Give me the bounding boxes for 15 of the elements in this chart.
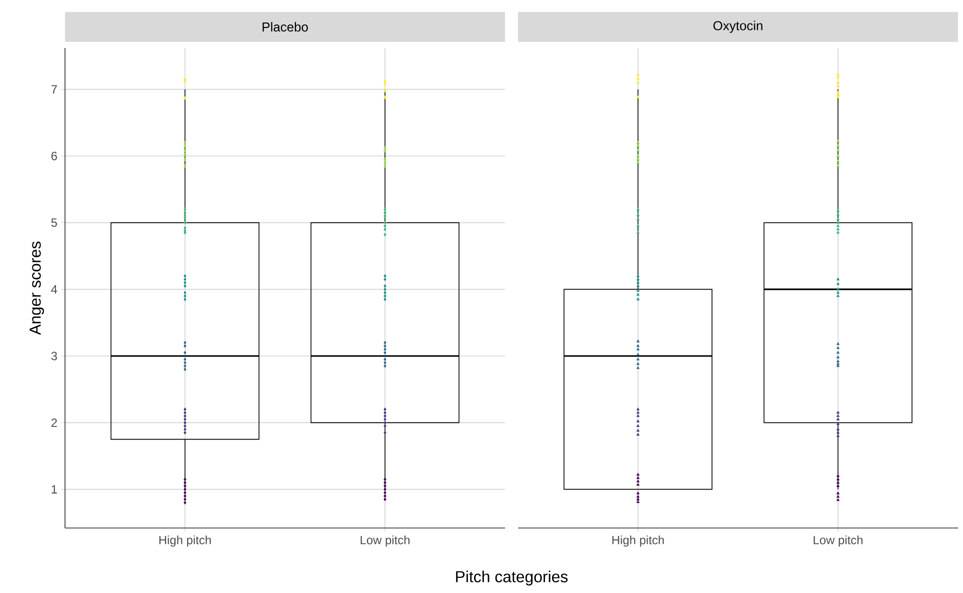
x-tick-label: High pitch xyxy=(159,536,211,547)
y-axis-title: Anger scores xyxy=(30,242,44,335)
x-tick-label: Low pitch xyxy=(814,536,862,547)
x-axis-title: Pitch categories xyxy=(456,570,568,586)
y-tick-label: 7 xyxy=(51,85,57,94)
chart-title: Oxytocin xyxy=(713,20,762,33)
y-tick-label: 4 xyxy=(51,285,58,294)
y-tick-label: 5 xyxy=(51,218,57,227)
x-tick-label: Low pitch xyxy=(360,536,410,547)
y-tick-label: 6 xyxy=(51,152,57,160)
y-tick-label: 1 xyxy=(52,485,57,494)
y-tick-label: 3 xyxy=(51,352,57,360)
x-tick-label: High pitch xyxy=(612,536,664,547)
chart-title: Placebo xyxy=(262,22,308,32)
y-tick-label: 2 xyxy=(51,418,57,427)
